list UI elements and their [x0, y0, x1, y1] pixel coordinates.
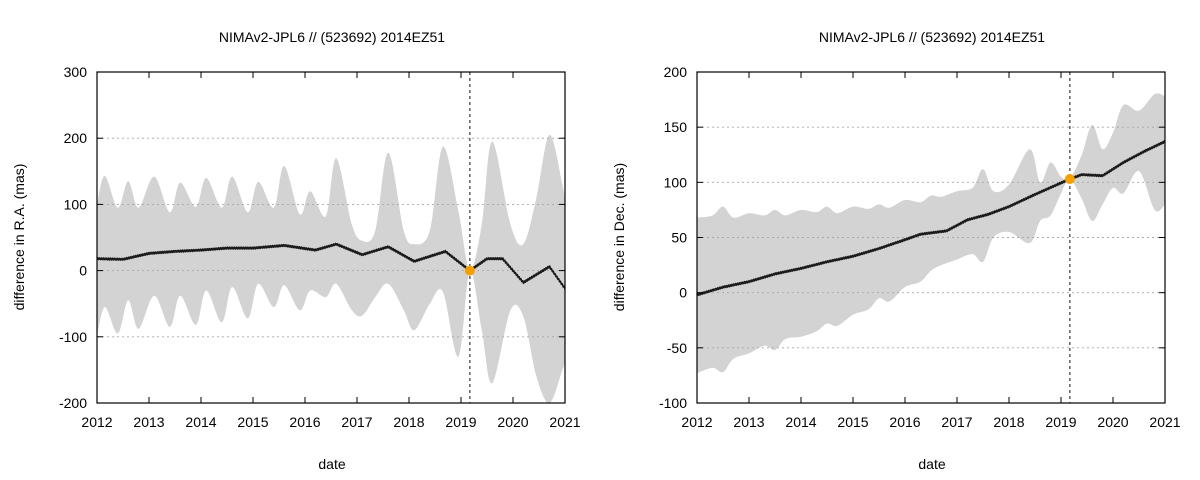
- ra-x-tick-label: 2020: [497, 414, 528, 430]
- ra-chart-title: NIMAv2-JPL6 // (523692) 2014EZ51: [219, 29, 445, 45]
- ra-y-tick-label: -100: [59, 329, 87, 345]
- ra-x-tick-label: 2014: [185, 414, 216, 430]
- dec-x-tick-label: 2016: [889, 414, 920, 430]
- dec-x-tick-label: 2012: [681, 414, 712, 430]
- ra-x-tick-label: 2015: [237, 414, 268, 430]
- ra-panel: NIMAv2-JPL6 // (523692) 2014EZ51 2012 201…: [11, 29, 581, 472]
- dec-y-tick-label: -100: [659, 395, 687, 411]
- ra-x-tick-label: 2021: [549, 414, 580, 430]
- dec-x-tick-label: 2020: [1097, 414, 1128, 430]
- dec-y-tick-label: 0: [679, 285, 687, 301]
- ra-mean-line: [97, 242, 565, 290]
- ra-y-axis-label: difference in R.A. (mas): [11, 164, 27, 311]
- dec-chart-title: NIMAv2-JPL6 // (523692) 2014EZ51: [819, 29, 1045, 45]
- ra-y-tick-label: -200: [59, 395, 87, 411]
- dec-y-tick-label: 100: [664, 174, 688, 190]
- dec-x-axis-label: date: [918, 456, 945, 472]
- dec-x-tick-label: 2019: [1045, 414, 1076, 430]
- ra-x-tick-label: 2016: [289, 414, 320, 430]
- ra-y-tick-label: 100: [64, 196, 88, 212]
- dec-plot-area: 2012 2013 2014 2015 2016 2017 2018 2019 2020 2021…: [659, 64, 1181, 430]
- ra-y-tick-label: 300: [64, 64, 88, 80]
- ra-epoch-point: [464, 265, 475, 276]
- ra-x-axis-label: date: [318, 456, 345, 472]
- dec-y-tick-label: 200: [664, 64, 688, 80]
- ra-y-tick-label: 200: [64, 130, 88, 146]
- dec-x-tick-label: 2021: [1149, 414, 1180, 430]
- dec-epoch-point: [1064, 174, 1075, 185]
- ra-x-tick-label: 2013: [133, 414, 164, 430]
- dec-x-tick-label: 2018: [993, 414, 1024, 430]
- dec-mean-line: [697, 140, 1165, 297]
- dec-y-tick-label: 150: [664, 119, 688, 135]
- ra-x-tick-label: 2012: [81, 414, 112, 430]
- dec-x-tick-label: 2017: [941, 414, 972, 430]
- dec-x-tick-label: 2014: [785, 414, 816, 430]
- ra-x-tick-label: 2017: [341, 414, 372, 430]
- dec-y-tick-label: 50: [671, 230, 687, 246]
- ra-x-tick-label: 2019: [445, 414, 476, 430]
- ra-x-tick-label: 2018: [393, 414, 424, 430]
- ra-plot-area: 2012 2013 2014 2015 2016 2017 2018 2019 2020 2021…: [59, 64, 581, 430]
- ra-uncertainty-band: [97, 134, 565, 403]
- dec-x-tick-label: 2015: [837, 414, 868, 430]
- ra-y-tick-label: 0: [79, 263, 87, 279]
- dec-panel: NIMAv2-JPL6 // (523692) 2014EZ51 2012 201…: [611, 29, 1181, 472]
- dec-y-axis-label: difference in Dec. (mas): [611, 163, 627, 311]
- dec-y-tick-label: -50: [667, 340, 687, 356]
- ra-axes-frame: [96, 71, 566, 404]
- dec-x-tick-label: 2013: [733, 414, 764, 430]
